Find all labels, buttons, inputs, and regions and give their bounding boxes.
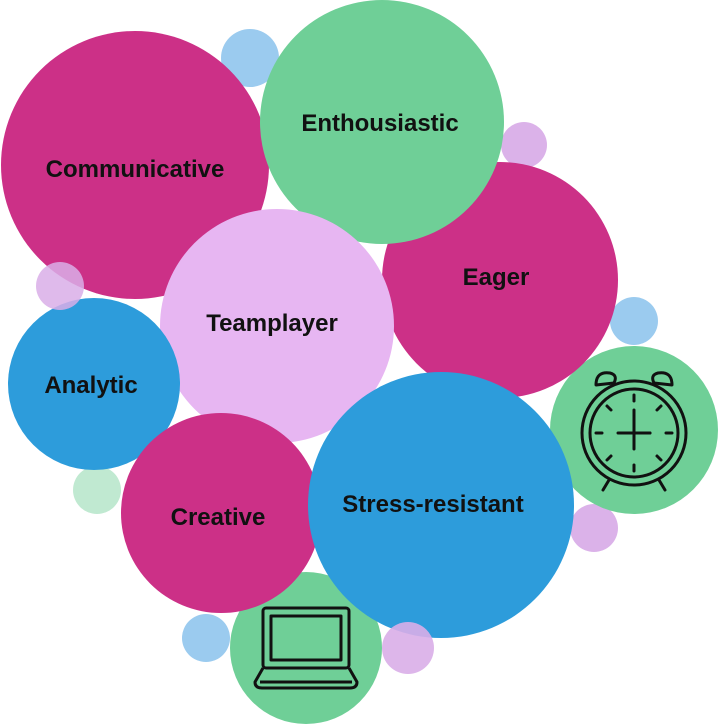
deco-bubble-light-violet [36, 262, 84, 310]
bubble-stress-resistant: Stress-resistant [308, 372, 574, 638]
bubble-circle [121, 413, 321, 613]
deco-bubble-light-violet [570, 504, 618, 552]
bubble-circle [308, 372, 574, 638]
bubble-circle [1, 31, 269, 299]
bubble-enthousiastic: Enthousiastic [260, 0, 504, 244]
alarm-clock-icon [580, 371, 688, 492]
deco-bubble-light-blue [182, 614, 230, 662]
bubble-analytic: Analytic [8, 298, 180, 470]
bubble-circle [8, 298, 180, 470]
bubble-label: Teamplayer [206, 310, 338, 337]
bubble-label: Stress-resistant [342, 491, 523, 518]
bubble-label: Communicative [46, 156, 225, 183]
icon-bubble-laptop [230, 572, 382, 724]
icon-bubble-circle [230, 572, 382, 724]
bubble-creative: Creative [121, 413, 321, 613]
bubble-circle [260, 0, 504, 244]
bubble-communicative: Communicative [1, 31, 269, 299]
deco-bubble-light-violet [501, 122, 547, 168]
laptop-icon [253, 606, 359, 690]
deco-bubble-light-blue [610, 297, 658, 345]
bubble-circle [160, 209, 394, 443]
bubble-label: Enthousiastic [301, 110, 458, 137]
deco-bubble-pale-green [73, 466, 121, 514]
deco-bubble-light-blue [221, 29, 279, 87]
bubble-teamplayer: Teamplayer [160, 209, 394, 443]
bubble-label: Analytic [44, 372, 137, 399]
bubble-label: Eager [463, 264, 530, 291]
bubble-label: Creative [171, 504, 266, 531]
deco-bubble-light-violet [382, 622, 434, 674]
